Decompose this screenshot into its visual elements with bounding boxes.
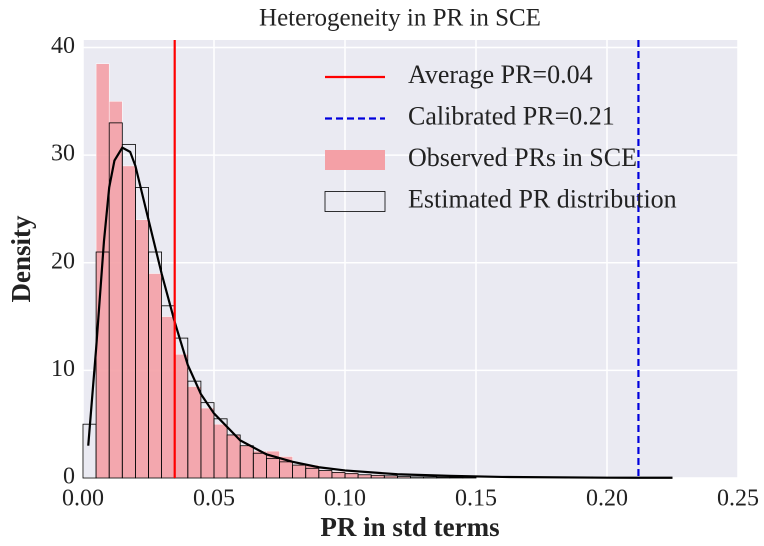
histogram-bar: [174, 353, 189, 479]
density-line: [87, 146, 673, 479]
x-axis-label: PR in std terms: [320, 512, 499, 542]
histogram-bar: [161, 316, 175, 479]
histogram-bar: [292, 464, 306, 479]
histogram-bar: [449, 476, 464, 479]
histogram-bar: [357, 474, 372, 479]
histogram-bar: [462, 477, 477, 479]
x-tick-label: 0.00: [62, 486, 104, 512]
legend-label: Observed PRs in SCE: [408, 143, 637, 172]
histogram-bar: [318, 470, 333, 479]
histogram-bar: [200, 407, 215, 479]
histogram-bar: [148, 273, 162, 479]
legend-symbol: [325, 150, 385, 170]
histogram-bar: [187, 386, 202, 479]
x-tick-label: 0.20: [586, 486, 628, 512]
y-tick-label: 10: [51, 356, 75, 382]
legend-label: Calibrated PR=0.21: [408, 101, 615, 130]
y-tick-label: 40: [51, 33, 75, 59]
legend-label: Average PR=0.04: [408, 60, 593, 89]
legend-symbol: [324, 191, 386, 212]
histogram-bar: [253, 450, 267, 479]
x-tick-label: 0.10: [324, 486, 366, 512]
histogram-bar: [239, 445, 254, 479]
x-tick-label: 0.05: [193, 486, 235, 512]
histogram-bar: [122, 165, 136, 479]
y-tick-label: 30: [51, 141, 75, 167]
histogram-bar: [226, 434, 241, 479]
y-tick-label: 20: [51, 248, 75, 274]
x-tick-label: 0.15: [455, 486, 497, 512]
y-axis-label: Density: [6, 215, 36, 302]
x-tick-label: 0.25: [717, 486, 759, 512]
y-tick-label: 0: [63, 464, 75, 490]
histogram-bar: [213, 423, 228, 479]
chart-title: Heterogeneity in PR in SCE: [259, 5, 541, 32]
legend-label: Estimated PR distribution: [408, 184, 677, 213]
histogram-bar: [135, 219, 149, 479]
